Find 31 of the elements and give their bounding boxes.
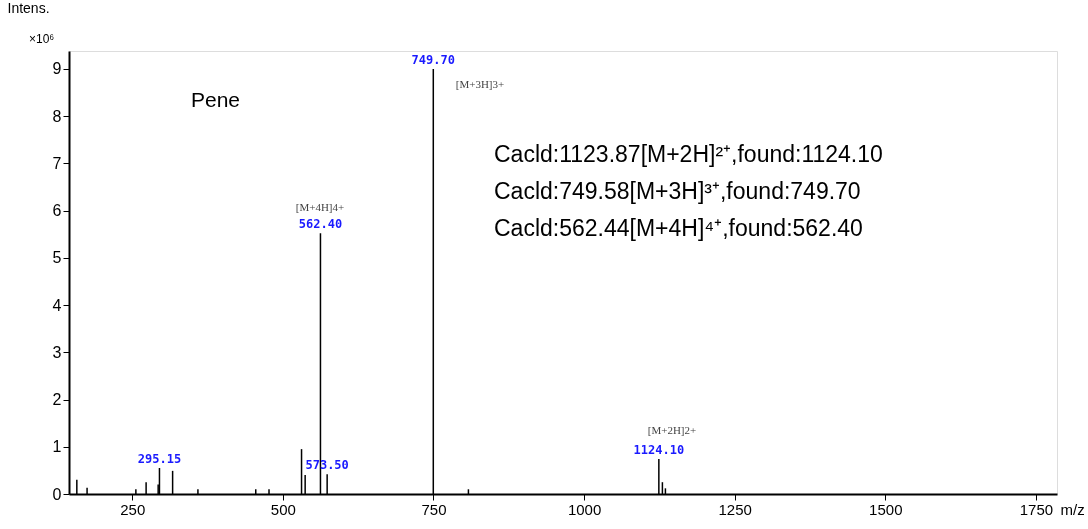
- y-tick-label: 9: [52, 60, 62, 78]
- y-tick-label: 6: [52, 202, 62, 220]
- annotation: Pene: [191, 88, 241, 111]
- x-tick-label: 500: [270, 500, 296, 518]
- annotation: [M+4H]4+: [295, 201, 345, 213]
- text: ×10⁶: [29, 32, 55, 46]
- annotation: 562.40: [298, 217, 343, 232]
- x-tick-label: 750: [421, 500, 447, 518]
- annotation: Cacld:562.44[M+4H]⁴⁺,found:562.40: [494, 215, 863, 241]
- annotation: [M+3H]3+: [455, 78, 505, 90]
- x-tick-label: 1000: [567, 500, 602, 518]
- y-tick-label: 7: [52, 154, 62, 172]
- y-tick-label: 2: [52, 391, 62, 409]
- annotation: Cacld:749.58[M+3H]³⁺,found:749.70: [494, 178, 861, 204]
- y-tick-label: 4: [52, 296, 62, 314]
- y-tick-label: 0: [52, 485, 62, 503]
- x-axis-title: m/z: [1060, 500, 1085, 518]
- x-tick-label: 1250: [718, 500, 752, 518]
- y-tick-label: 8: [52, 107, 62, 125]
- annotation: 749.70: [411, 52, 455, 67]
- annotation: Cacld:1123.87[M+2H]²⁺,found:1124.10: [494, 141, 883, 167]
- annotation: 295.15: [137, 452, 182, 467]
- y-tick-label: 1: [52, 438, 62, 456]
- y-tick-label: 3: [52, 343, 62, 361]
- y-tick-label: 5: [52, 249, 62, 267]
- x-tick-label: 1750: [1019, 500, 1054, 518]
- annotation: [M+2H]2+: [647, 424, 697, 436]
- x-tick-label: 250: [120, 500, 146, 518]
- annotation: 1124.10: [633, 443, 685, 458]
- y-axis-title: Intens.: [7, 0, 50, 16]
- x-tick-label: 1500: [869, 500, 903, 518]
